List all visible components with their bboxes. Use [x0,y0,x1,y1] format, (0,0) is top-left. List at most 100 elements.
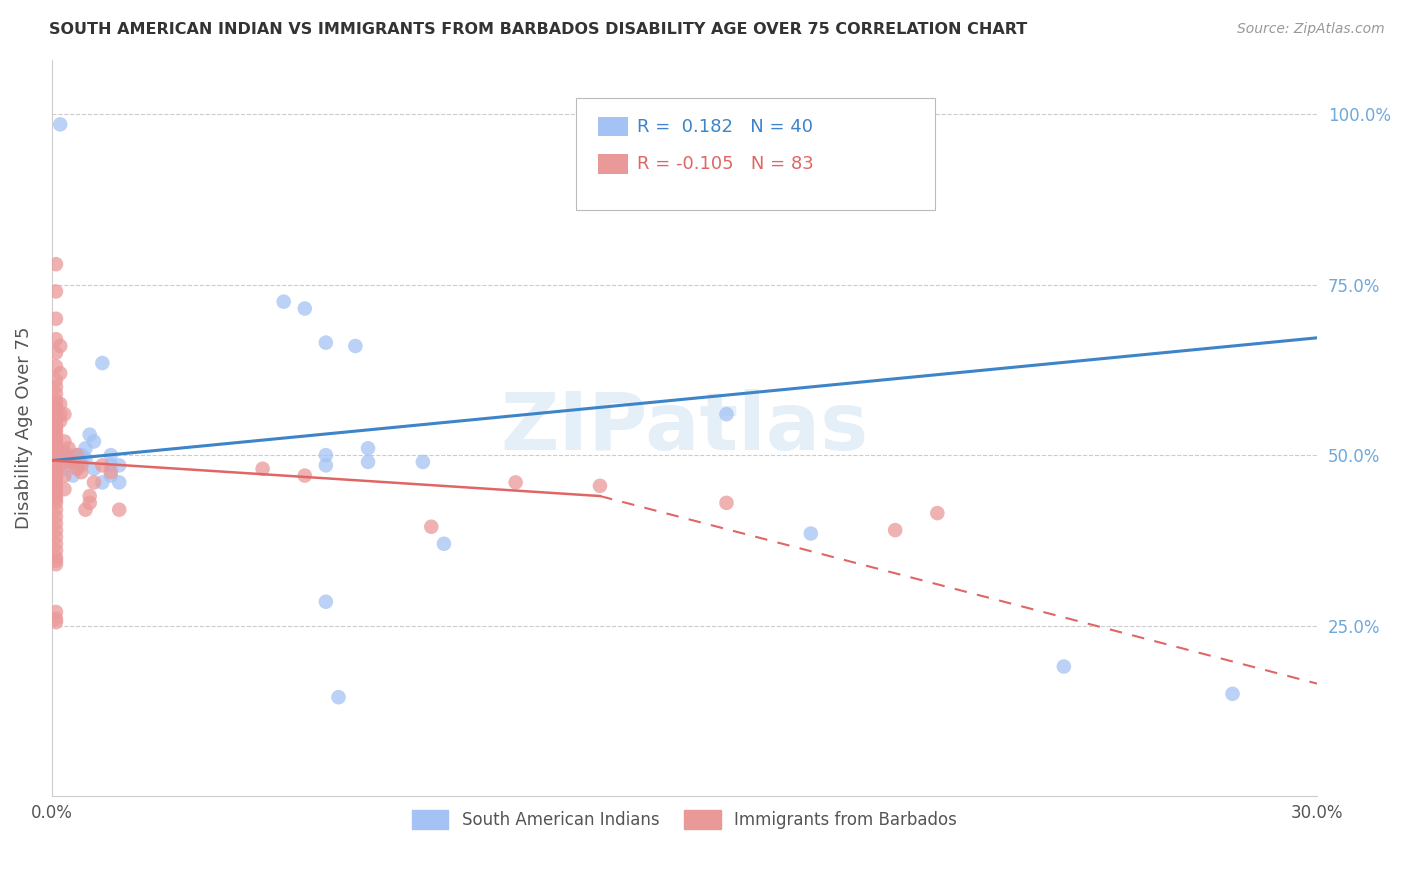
Point [45,393,67,408]
Point [58,442,80,456]
Point [91,356,114,370]
Point [716,407,738,421]
Point [45,431,67,445]
Point [45,472,67,486]
Point [294,301,316,316]
Point [58,455,80,469]
Point [53,444,76,458]
Point [66,462,89,476]
Point [45,543,67,558]
Point [45,485,67,500]
Point [53,482,76,496]
Point [83,475,105,490]
Point [53,455,76,469]
Point [45,458,67,473]
Point [716,496,738,510]
Text: Source: ZipAtlas.com: Source: ZipAtlas.com [1237,22,1385,37]
Point [45,530,67,544]
Point [315,458,337,473]
Point [49,117,72,131]
Point [45,410,67,425]
Point [75,442,97,456]
Point [252,462,274,476]
Point [70,465,93,479]
Point [45,509,67,524]
Point [45,612,67,626]
Point [45,401,67,415]
Point [45,605,67,619]
Point [45,404,67,418]
Point [45,479,67,493]
Text: R = -0.105   N = 83: R = -0.105 N = 83 [637,155,814,173]
Point [45,438,67,452]
Point [83,462,105,476]
Point [45,492,67,507]
Point [49,407,72,421]
Point [79,496,101,510]
Point [45,424,67,438]
Point [800,526,823,541]
Point [79,427,101,442]
Point [45,444,67,458]
Point [45,615,67,630]
Point [45,558,67,572]
Point [45,455,67,469]
Point [45,332,67,346]
Point [75,451,97,466]
Point [62,455,84,469]
Point [45,462,67,476]
Point [91,475,114,490]
Y-axis label: Disability Age Over 75: Disability Age Over 75 [15,326,32,529]
Point [70,448,93,462]
Point [45,414,67,428]
Point [357,455,380,469]
Text: ZIPatlas: ZIPatlas [501,389,869,467]
Point [433,537,456,551]
Point [45,465,67,479]
Point [62,468,84,483]
Point [45,427,67,442]
Point [927,506,949,520]
Point [45,516,67,531]
Point [315,335,337,350]
Point [45,468,67,483]
Point [66,455,89,469]
Point [45,442,67,456]
Point [70,458,93,473]
Point [49,414,72,428]
Point [45,346,67,360]
Point [83,434,105,449]
Point [45,434,67,449]
Point [45,373,67,387]
Point [589,479,612,493]
Point [53,434,76,449]
Point [45,537,67,551]
Point [53,407,76,421]
Point [100,468,122,483]
Point [45,550,67,565]
Point [45,496,67,510]
Point [62,455,84,469]
Point [45,257,67,271]
Point [100,465,122,479]
Point [420,519,443,533]
Point [53,468,76,483]
Point [58,448,80,462]
Point [45,523,67,537]
Point [45,421,67,435]
Point [328,690,350,705]
Point [273,294,295,309]
Text: R =  0.182   N = 40: R = 0.182 N = 40 [637,118,813,136]
Point [108,458,131,473]
Point [49,366,72,380]
Point [315,448,337,462]
Point [884,523,907,537]
Point [294,468,316,483]
Point [45,448,67,462]
Point [66,448,89,462]
Point [344,339,367,353]
Point [45,451,67,466]
Point [505,475,527,490]
Point [66,462,89,476]
Point [45,311,67,326]
